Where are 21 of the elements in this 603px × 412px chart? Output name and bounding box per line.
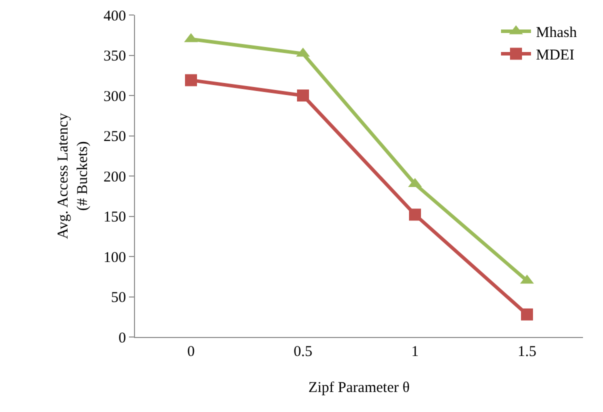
x-tick-label: 0.5	[294, 344, 312, 360]
y-tick-label: 250	[104, 129, 126, 145]
y-tick-label: 200	[104, 169, 126, 186]
y-tick-label: 100	[104, 250, 126, 266]
x-tick-label: 1	[411, 344, 419, 360]
point	[185, 74, 197, 86]
y-tick-label: 150	[104, 210, 126, 226]
y-tick-label: 350	[104, 48, 126, 64]
y-tick-label: 300	[104, 88, 126, 105]
y-tick-label: 400	[104, 8, 126, 24]
x-axis-title: Zipf Parameter θ	[308, 380, 410, 396]
y-tick-label: 0	[118, 330, 126, 346]
point	[409, 208, 421, 221]
x-tick-label: 0	[187, 344, 195, 360]
point	[297, 90, 309, 102]
x-tick-label: 1.5	[518, 344, 536, 360]
y-tick-label: 50	[111, 290, 126, 306]
legend-label: MDEI	[536, 48, 574, 64]
legend-label: Mhash	[536, 25, 578, 42]
point	[521, 308, 533, 320]
y-axis-title: Avg. Access Latency (# Buckets)	[55, 112, 91, 239]
